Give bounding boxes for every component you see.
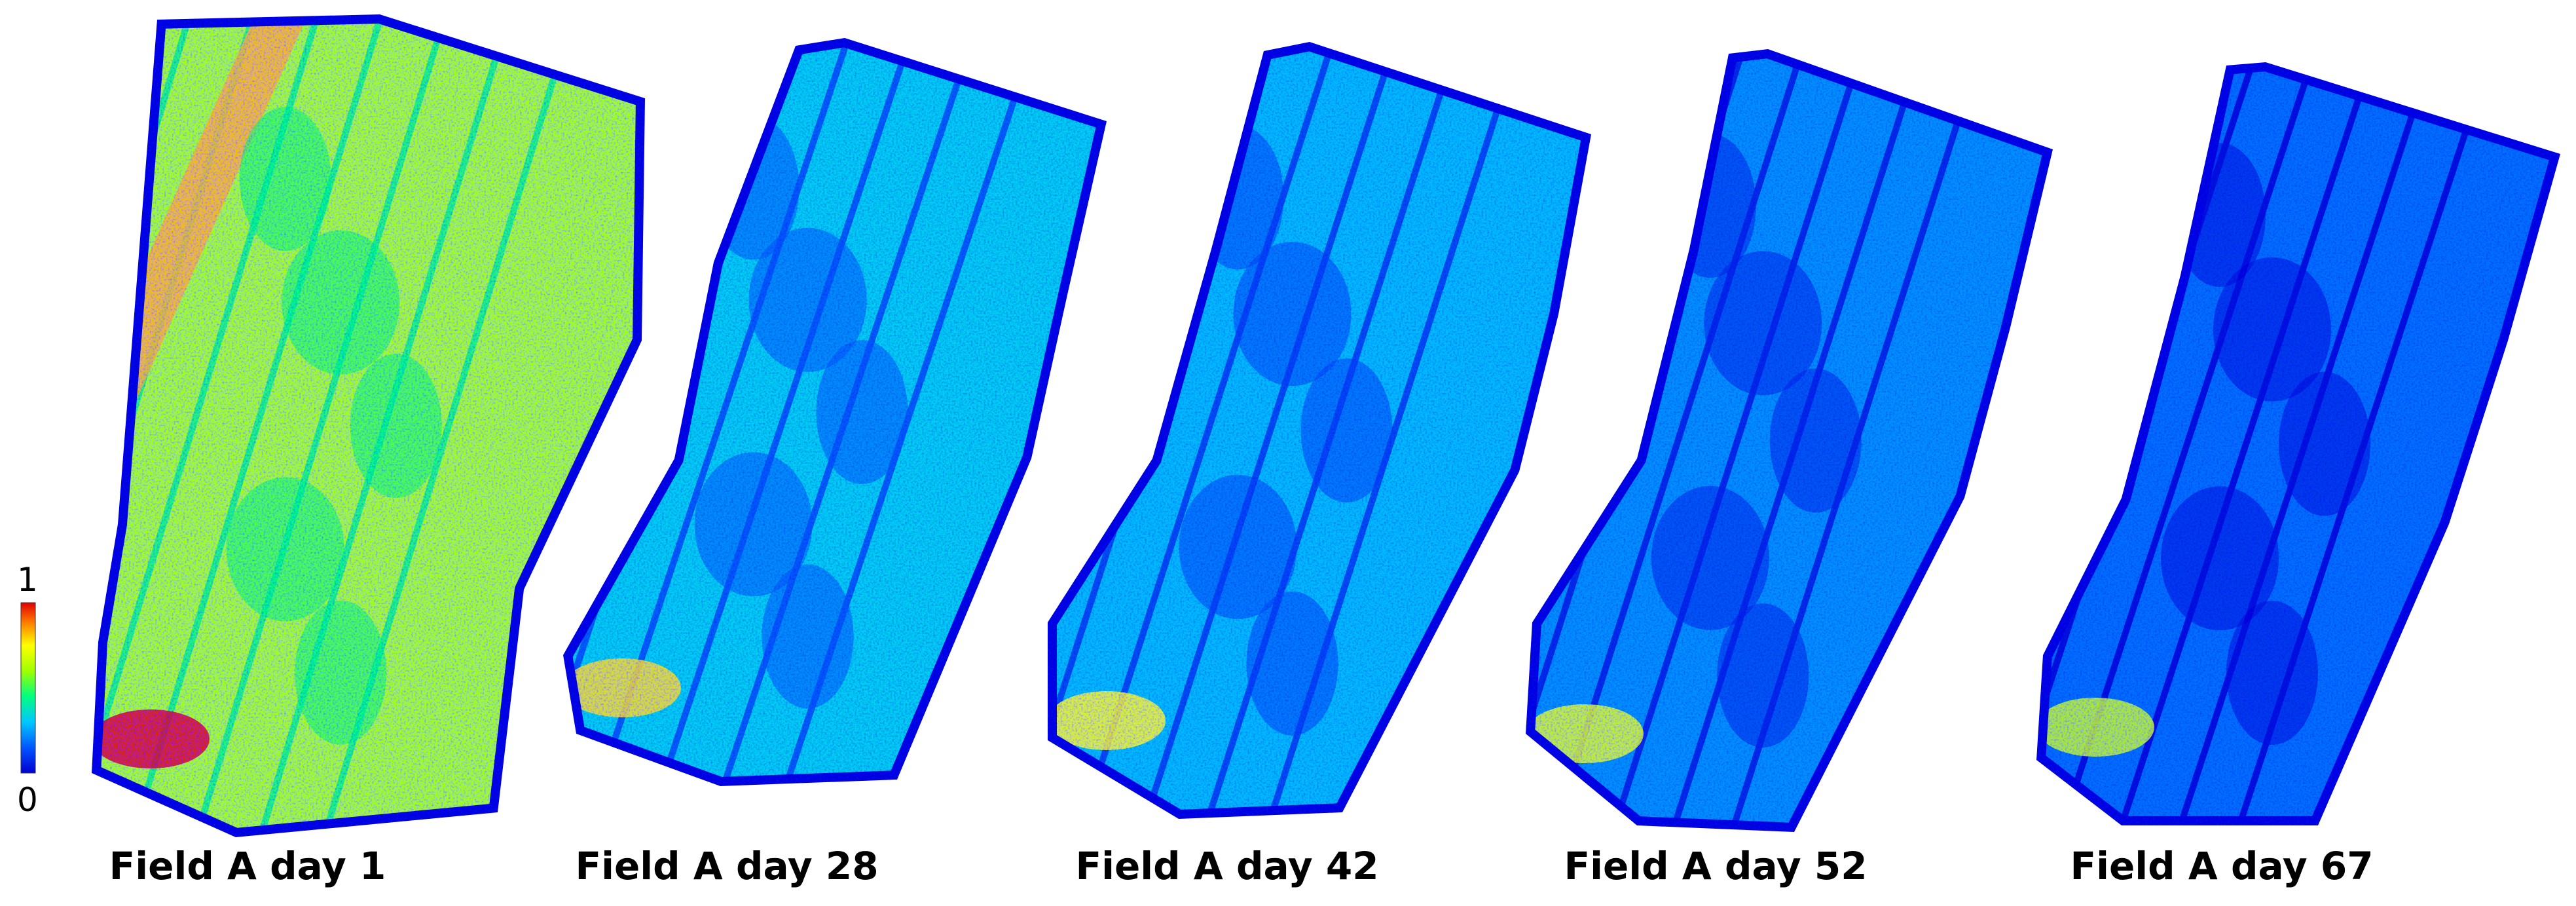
low-index-patch <box>1704 251 1822 396</box>
hot-spot <box>92 709 210 768</box>
low-index-patch <box>748 227 867 372</box>
crop-row-track <box>1080 42 1336 819</box>
low-index-patch <box>1246 591 1338 736</box>
low-index-patch <box>350 354 442 498</box>
low-index-patch <box>2213 257 2331 402</box>
crop-row-track <box>1550 49 1806 832</box>
crop-row-track <box>1610 49 1866 832</box>
low-index-patch <box>2279 371 2370 516</box>
low-index-patch <box>816 340 908 484</box>
panel-caption-1: Field A day 1 <box>109 844 386 888</box>
low-index-patch <box>1233 242 1352 387</box>
panel-caption-4: Field A day 52 <box>1564 844 1868 888</box>
panel-caption-5: Field A day 67 <box>2070 844 2374 888</box>
low-index-patch <box>1179 474 1297 619</box>
hot-spot <box>2036 698 2154 757</box>
low-index-patch <box>2161 486 2279 631</box>
crop-row-track <box>129 14 385 837</box>
hot-spot <box>563 658 681 717</box>
low-index-patch <box>762 564 854 709</box>
crop-row-track <box>193 14 449 837</box>
low-index-patch <box>1651 485 1769 630</box>
low-index-patch <box>282 230 400 375</box>
panel-caption-2: Field A day 28 <box>575 844 879 888</box>
low-index-patch <box>1769 368 1862 513</box>
field-edge <box>1048 42 1591 819</box>
colorbar-max-label: 1 <box>17 561 38 599</box>
colorbar <box>20 602 36 774</box>
colorbar-min-label: 0 <box>17 781 38 819</box>
low-index-patch <box>694 452 813 597</box>
low-index-patch <box>1300 358 1393 502</box>
panel-caption-3: Field A day 42 <box>1075 844 1379 888</box>
low-index-patch <box>226 477 344 622</box>
low-index-patch <box>1717 603 1809 747</box>
hot-spot <box>1048 691 1166 750</box>
low-index-patch <box>2226 601 2318 745</box>
crop-row-track <box>658 38 913 786</box>
crop-row-track <box>1143 42 1398 819</box>
low-index-patch <box>239 107 331 252</box>
field-edge <box>92 14 645 837</box>
low-index-patch <box>295 600 387 745</box>
crop-row-track <box>2118 62 2374 825</box>
colorbar-gradient <box>20 602 36 774</box>
hot-spot <box>1526 704 1644 763</box>
field-map-panel-1 <box>92 14 645 837</box>
